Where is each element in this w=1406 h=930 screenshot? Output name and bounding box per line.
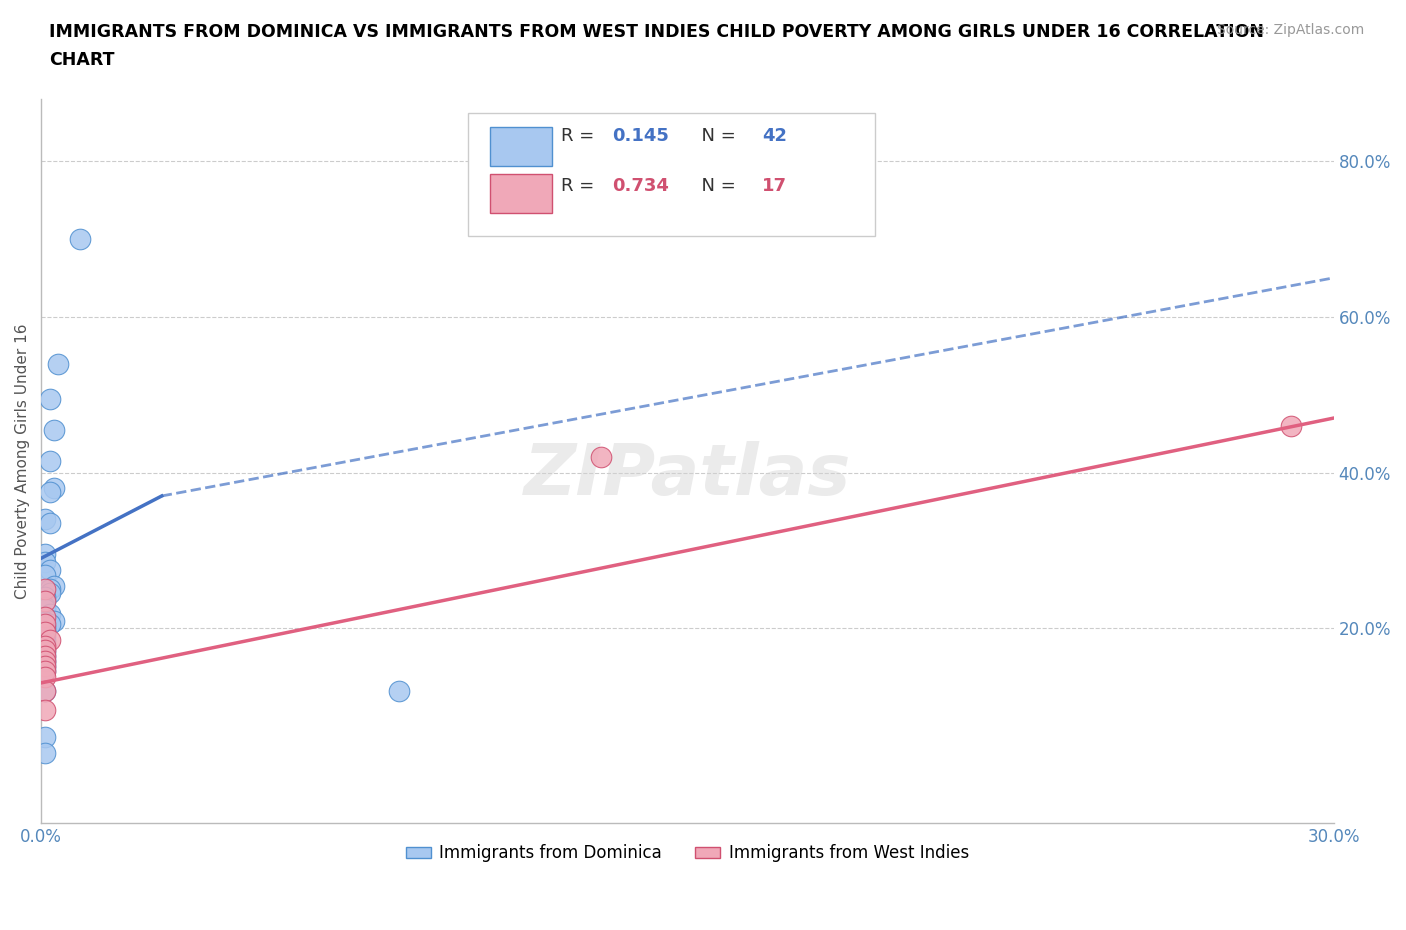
Point xyxy=(34,615,56,630)
Text: IMMIGRANTS FROM DOMINICA VS IMMIGRANTS FROM WEST INDIES CHILD POVERTY AMONG GIRL: IMMIGRANTS FROM DOMINICA VS IMMIGRANTS F… xyxy=(49,23,1264,41)
Point xyxy=(34,654,56,669)
Point xyxy=(34,609,56,624)
Point xyxy=(34,664,56,679)
Point xyxy=(34,730,56,745)
Point xyxy=(34,746,56,761)
Point xyxy=(34,554,56,569)
Point xyxy=(42,613,65,628)
Point xyxy=(38,632,60,647)
Point xyxy=(34,629,56,644)
Point xyxy=(38,586,60,601)
FancyBboxPatch shape xyxy=(468,113,875,236)
Point xyxy=(34,617,56,631)
Point xyxy=(34,568,56,583)
Point xyxy=(34,599,56,614)
Point xyxy=(34,619,56,634)
Point xyxy=(34,684,56,698)
Point xyxy=(46,356,69,371)
Point xyxy=(34,625,56,640)
Point xyxy=(38,454,60,469)
Point xyxy=(34,664,56,679)
Point xyxy=(34,703,56,718)
Point xyxy=(38,516,60,531)
Point xyxy=(34,593,56,608)
Text: N =: N = xyxy=(690,127,741,145)
Point xyxy=(34,670,56,684)
Text: ZIPatlas: ZIPatlas xyxy=(523,441,851,510)
Text: N =: N = xyxy=(690,177,741,194)
Point xyxy=(34,652,56,667)
FancyBboxPatch shape xyxy=(489,127,551,166)
Point xyxy=(34,602,56,617)
Point xyxy=(38,617,60,631)
Point xyxy=(34,648,56,663)
Text: 17: 17 xyxy=(762,177,787,194)
Point xyxy=(34,582,56,597)
Point xyxy=(38,485,60,499)
Point xyxy=(34,658,56,673)
Point xyxy=(34,644,56,659)
Point xyxy=(69,232,91,246)
Text: 42: 42 xyxy=(762,127,787,145)
FancyBboxPatch shape xyxy=(489,174,551,213)
Point xyxy=(42,422,65,437)
Text: R =: R = xyxy=(561,127,600,145)
Point xyxy=(34,625,56,640)
Point xyxy=(34,684,56,698)
Point xyxy=(34,622,56,637)
Point xyxy=(34,512,56,526)
Text: CHART: CHART xyxy=(49,51,115,69)
Point xyxy=(34,590,56,604)
Point xyxy=(591,449,613,464)
Point xyxy=(34,656,56,671)
Point xyxy=(42,578,65,593)
Point xyxy=(38,563,60,578)
Point xyxy=(34,547,56,562)
Text: R =: R = xyxy=(561,177,600,194)
Point xyxy=(34,632,56,647)
Text: 0.145: 0.145 xyxy=(613,127,669,145)
Point xyxy=(38,607,60,622)
Point xyxy=(42,481,65,496)
Point xyxy=(34,660,56,675)
Point xyxy=(34,638,56,653)
Point xyxy=(34,641,56,656)
Point xyxy=(34,636,56,651)
Legend: Immigrants from Dominica, Immigrants from West Indies: Immigrants from Dominica, Immigrants fro… xyxy=(399,838,976,870)
Point xyxy=(388,684,411,698)
Point xyxy=(1279,418,1302,433)
Point xyxy=(38,582,60,597)
Y-axis label: Child Poverty Among Girls Under 16: Child Poverty Among Girls Under 16 xyxy=(15,323,30,599)
Text: 0.734: 0.734 xyxy=(613,177,669,194)
Point xyxy=(34,648,56,663)
Text: Source: ZipAtlas.com: Source: ZipAtlas.com xyxy=(1216,23,1364,37)
Point xyxy=(34,593,56,608)
Point xyxy=(34,643,56,658)
Point xyxy=(34,609,56,624)
Point xyxy=(38,392,60,406)
